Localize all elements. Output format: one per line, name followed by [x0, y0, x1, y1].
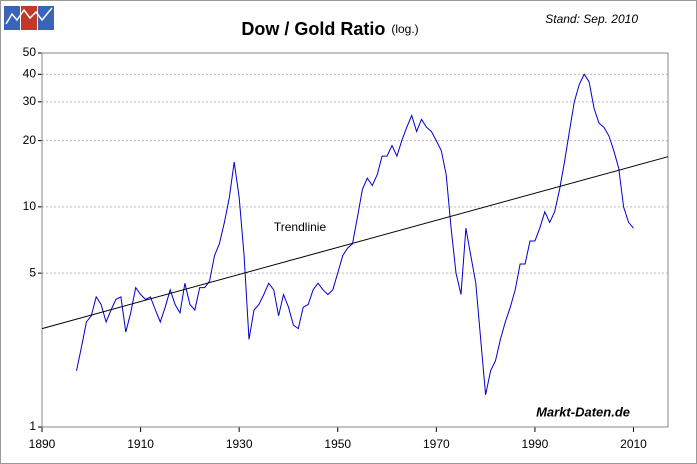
x-tick-label: 2010 — [620, 437, 647, 451]
x-tick-label: 1950 — [324, 437, 351, 451]
x-tick-label: 1970 — [423, 437, 450, 451]
plot-area — [41, 52, 669, 428]
logo — [4, 6, 54, 30]
chart-title: Dow / Gold Ratio (log.) — [241, 19, 418, 39]
y-tick-label: 10 — [23, 199, 37, 213]
y-tick-label: 50 — [23, 45, 37, 59]
y-tick-label: 40 — [23, 67, 37, 81]
subtitle: (log.) — [391, 22, 418, 36]
trendline-label: Trendlinie — [274, 220, 327, 234]
y-tick-label: 20 — [23, 133, 37, 147]
title: Dow / Gold Ratio — [241, 19, 385, 39]
date-note: Stand: Sep. 2010 — [545, 12, 638, 26]
source: Markt-Daten.de — [536, 404, 630, 419]
x-tick-label: 1910 — [127, 437, 154, 451]
x-tick-label: 1990 — [522, 437, 549, 451]
y-tick-label: 5 — [29, 265, 36, 279]
x-tick-label: 1890 — [29, 437, 56, 451]
trendline — [41, 156, 669, 330]
ratio-line — [76, 73, 634, 395]
x-tick-label: 1930 — [226, 437, 253, 451]
y-tick-label: 30 — [23, 94, 37, 108]
y-tick-label: 1 — [29, 419, 36, 433]
